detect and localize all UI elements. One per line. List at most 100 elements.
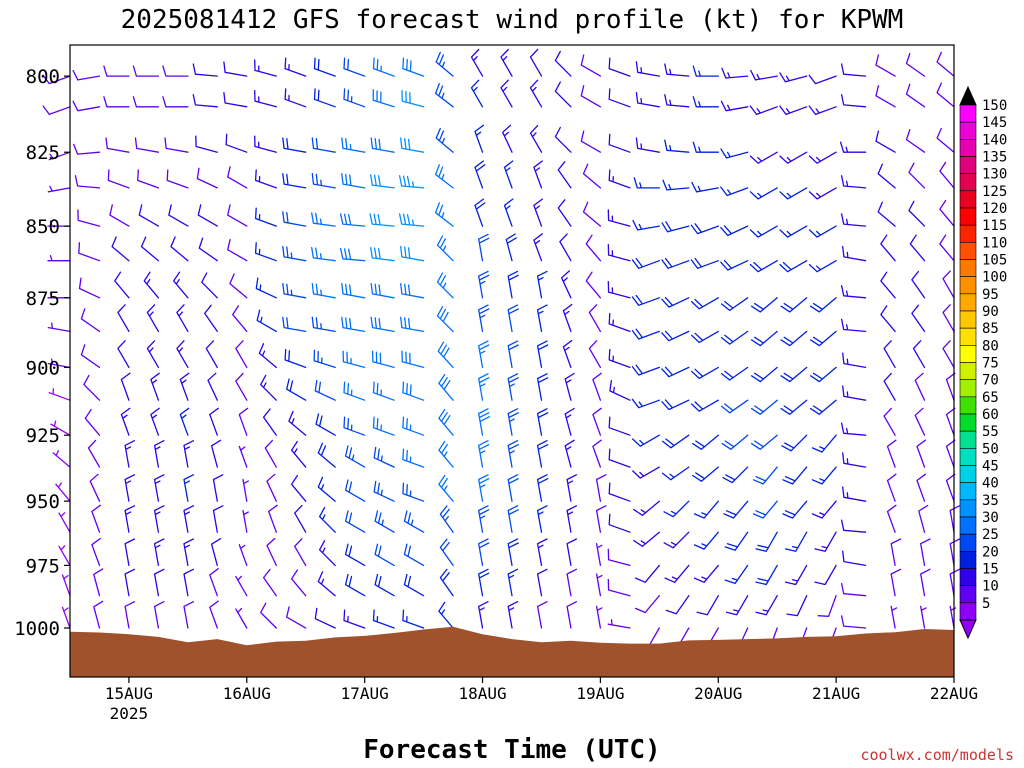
wind-barb [192, 94, 218, 108]
x-tick-label: 15AUG [105, 684, 153, 703]
wind-barb [664, 94, 690, 108]
wind-barb [920, 605, 927, 629]
colorbar-segment [959, 448, 977, 466]
wind-barb [661, 466, 690, 481]
wind-barb [750, 297, 778, 313]
wind-barb [439, 568, 454, 597]
wind-barb [478, 568, 490, 597]
wind-barb [478, 408, 491, 436]
colorbar-segment [959, 568, 977, 586]
wind-barb [632, 219, 660, 231]
wind-barb [372, 416, 395, 436]
wind-barb [724, 531, 749, 551]
wind-barb [505, 233, 517, 262]
wind-barb [500, 48, 513, 77]
wind-barb [478, 440, 490, 468]
wind-barb [720, 148, 749, 159]
wind-barb [170, 236, 189, 262]
wind-barb [438, 601, 454, 629]
colorbar-label: 25 [982, 527, 999, 543]
wind-barb [153, 601, 165, 629]
wind-barb [401, 90, 425, 108]
wind-barb [507, 538, 519, 567]
wind-barb [779, 151, 808, 164]
wind-barb [254, 59, 277, 77]
wind-barb [311, 212, 336, 227]
wind-barb [690, 330, 719, 344]
wind-barb [179, 372, 190, 401]
wind-barb [886, 439, 897, 468]
wind-barb [74, 175, 101, 189]
wind-barb [562, 339, 573, 369]
wind-barb [91, 504, 101, 533]
wind-barb [105, 137, 130, 153]
wind-barb [883, 340, 896, 369]
wind-barb [557, 199, 572, 227]
wind-barb [317, 571, 336, 597]
wind-barb [439, 538, 454, 567]
wind-barb [235, 575, 248, 597]
colorbar-segment [959, 259, 977, 277]
wind-barb [114, 271, 130, 299]
wind-barb [103, 65, 130, 77]
wind-barb [294, 504, 307, 533]
x-tick-label: 22AUG [930, 684, 978, 703]
wind-barb [808, 225, 837, 238]
wind-barb [124, 440, 136, 468]
wind-barb [223, 91, 248, 108]
colorbar-bottom-arrow [959, 619, 977, 640]
wind-barb [474, 160, 486, 189]
wind-barb [58, 545, 71, 567]
plot-frame [69, 44, 955, 678]
wind-barb [720, 186, 749, 197]
wind-barb [212, 474, 224, 502]
wind-barb [635, 91, 660, 108]
wind-barb [529, 124, 543, 153]
wind-barb [557, 161, 572, 189]
wind-barb [225, 133, 248, 153]
wind-barb [288, 410, 307, 436]
wind-barb [290, 474, 307, 502]
wind-barb [339, 247, 366, 262]
wind-barb [282, 282, 307, 299]
colorbar-label: 90 [982, 304, 999, 320]
wind-barb [254, 207, 277, 227]
wind-barb [146, 304, 160, 333]
wind-barb [905, 83, 926, 108]
wind-barb [909, 234, 926, 262]
wind-barb [908, 200, 926, 227]
wind-barb [478, 340, 490, 369]
wind-barb [949, 605, 957, 629]
wind-barb [134, 137, 160, 153]
wind-barb [608, 312, 631, 333]
wind-barb [631, 257, 660, 269]
y-tick-label: 850 [26, 216, 60, 238]
wind-barb [238, 407, 249, 436]
wind-barb [343, 88, 366, 108]
wind-barb [559, 233, 572, 262]
wind-barb [434, 83, 454, 108]
wind-barb [817, 595, 837, 617]
wind-barb [529, 48, 543, 77]
wind-barb [262, 408, 277, 436]
wind-barb [782, 466, 808, 485]
wind-barb [842, 550, 867, 567]
wind-barb [749, 260, 778, 273]
wind-barb [912, 340, 926, 369]
wind-barb [811, 466, 837, 485]
wind-barb [566, 568, 578, 597]
wind-barb [341, 282, 366, 299]
colorbar-label: 130 [982, 167, 1007, 183]
wind-barb [536, 505, 548, 533]
wind-barb [840, 175, 867, 189]
wind-barb [93, 600, 104, 629]
wind-barb [595, 474, 607, 502]
credit-text: coolwx.com/models [860, 746, 1014, 764]
wind-barb [370, 282, 395, 299]
wind-barb [554, 126, 572, 153]
wind-barb [52, 450, 71, 468]
wind-barb [949, 568, 961, 597]
wind-barb [282, 245, 307, 262]
y-tick-label: 975 [26, 555, 60, 577]
wind-barb [260, 602, 277, 629]
